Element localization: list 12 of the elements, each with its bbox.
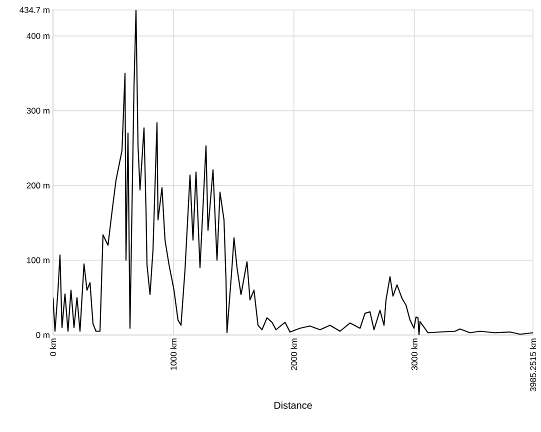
y-tick-label: 300 m <box>26 108 50 114</box>
y-tick-label: 434.7 m <box>20 7 50 13</box>
x-axis-title: Distance <box>274 402 312 409</box>
x-tick-label: 0 km <box>50 338 56 356</box>
x-tick-label: 2000 km <box>290 338 297 370</box>
y-tick-label: 400 m <box>26 32 50 39</box>
x-tick-label: 1000 km <box>170 338 177 370</box>
x-tick-label: 3000 km <box>411 338 418 370</box>
x-tick-label: 3985.2515 km <box>530 338 536 392</box>
y-tick-label: 100 m <box>27 257 50 264</box>
y-tick-label: 200 m <box>26 182 50 188</box>
y-tick-label: 0 m <box>36 332 50 338</box>
